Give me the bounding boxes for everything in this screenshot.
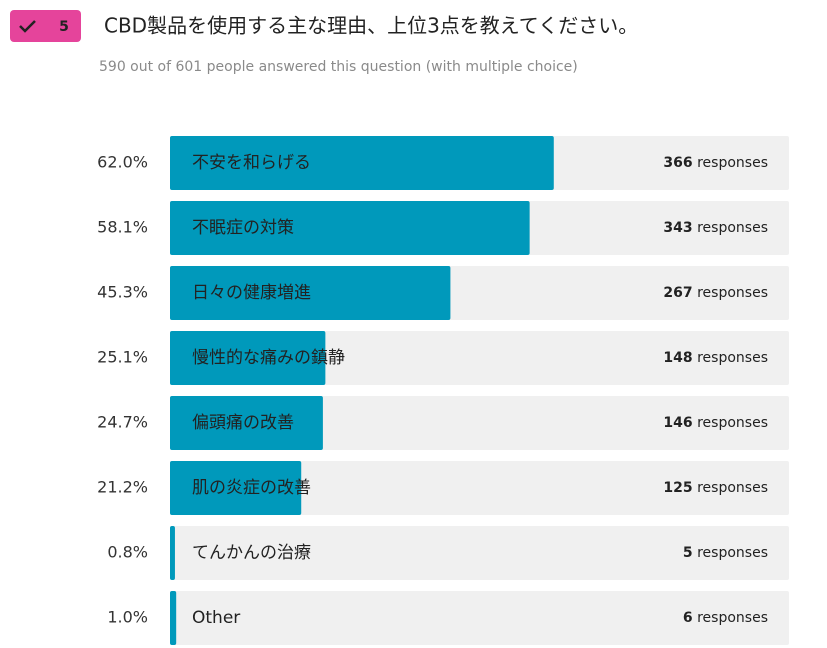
question-subtitle: 590 out of 601 people answered this ques…: [99, 59, 578, 75]
option-label: 慢性的な痛みの鎮静: [192, 347, 345, 368]
bar: [170, 201, 530, 255]
count-number: 366: [663, 155, 692, 171]
count-unit: responses: [697, 220, 768, 236]
count-number: 5: [683, 545, 693, 561]
response-count: 343 responses: [663, 220, 768, 236]
count-number: 125: [663, 480, 692, 496]
count-number: 148: [663, 350, 692, 366]
response-count: 125 responses: [663, 480, 768, 496]
count-unit: responses: [697, 480, 768, 496]
bar: [170, 136, 554, 190]
bar: [170, 526, 175, 580]
percent-label: 45.3%: [97, 283, 148, 302]
count-number: 6: [683, 610, 693, 626]
response-count: 148 responses: [663, 350, 768, 366]
question-number: 5: [59, 19, 69, 35]
option-label: 偏頭痛の改善: [192, 413, 294, 433]
bar: [170, 591, 177, 645]
count-unit: responses: [697, 545, 768, 561]
check-icon: [19, 20, 36, 33]
percent-label: 21.2%: [97, 478, 148, 497]
percent-label: 1.0%: [107, 608, 148, 627]
option-label: てんかんの治療: [192, 543, 311, 563]
count-unit: responses: [697, 350, 768, 366]
count-unit: responses: [697, 415, 768, 431]
response-count: 267 responses: [663, 285, 768, 301]
question-title: CBD製品を使用する主な理由、上位3点を教えてください。: [104, 14, 638, 38]
option-label: 日々の健康増進: [192, 283, 311, 303]
option-label: 不安を和らげる: [192, 153, 311, 173]
bar-track: [170, 591, 789, 645]
response-count: 366 responses: [663, 155, 768, 171]
bar: [170, 266, 451, 320]
percent-label: 62.0%: [97, 153, 148, 172]
bar: [170, 396, 323, 450]
question-badge: [10, 10, 81, 42]
bar: [170, 331, 326, 385]
response-count: 6 responses: [683, 610, 768, 626]
bar-track: [170, 396, 789, 450]
count-unit: responses: [697, 155, 768, 171]
option-label: 不眠症の対策: [192, 218, 294, 238]
count-unit: responses: [697, 285, 768, 301]
percent-label: 58.1%: [97, 218, 148, 237]
bar-track: [170, 526, 789, 580]
option-label: Other: [192, 608, 240, 628]
bar-track: [170, 461, 789, 515]
response-count: 146 responses: [663, 415, 768, 431]
count-number: 267: [663, 285, 692, 301]
count-unit: responses: [697, 610, 768, 626]
count-number: 343: [663, 220, 692, 236]
option-label: 肌の炎症の改善: [192, 478, 311, 498]
bar: [170, 461, 302, 515]
percent-label: 24.7%: [97, 413, 148, 432]
percent-label: 25.1%: [97, 348, 148, 367]
percent-label: 0.8%: [107, 543, 148, 562]
count-number: 146: [663, 415, 692, 431]
response-count: 5 responses: [683, 545, 768, 561]
